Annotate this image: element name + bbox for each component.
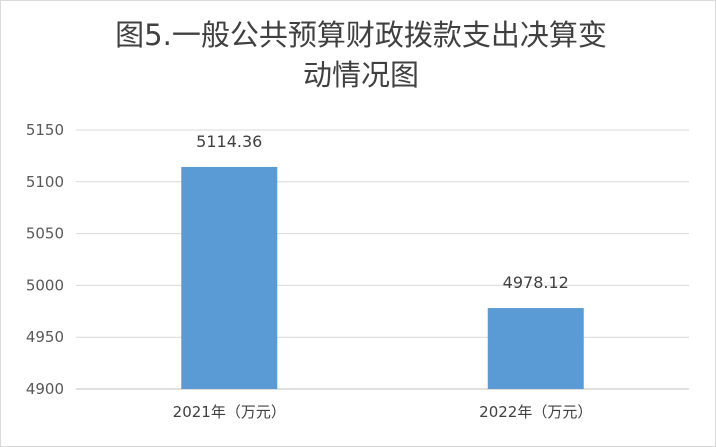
- y-tick-label: 5100: [26, 173, 64, 191]
- y-tick-label: 5150: [26, 121, 64, 139]
- y-tick-label: 5000: [26, 276, 64, 294]
- chart-title: 图5.一般公共预算财政拨款支出决算变 动情况图: [61, 15, 661, 95]
- chart-title-line1: 图5.一般公共预算财政拨款支出决算变: [115, 18, 607, 52]
- data-label: 5114.36: [196, 132, 262, 151]
- y-tick-label: 5050: [26, 225, 64, 243]
- bar: [181, 166, 278, 389]
- bar: [487, 308, 584, 389]
- chart-title-line2: 动情况图: [302, 58, 419, 92]
- x-category-label: 2021年（万元）: [173, 403, 286, 421]
- y-tick-label: 4950: [26, 328, 64, 346]
- data-label: 4978.12: [503, 273, 569, 292]
- x-category-label: 2022年（万元）: [479, 403, 592, 421]
- y-tick-label: 4900: [26, 380, 64, 398]
